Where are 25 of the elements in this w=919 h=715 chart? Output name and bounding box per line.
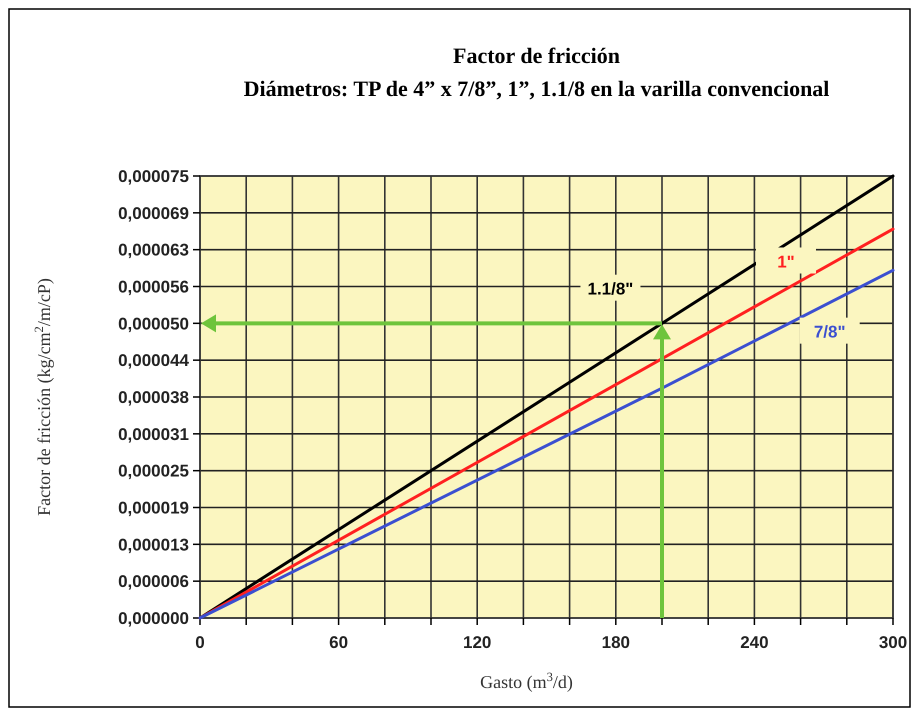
x-tick-label: 240 [740,633,769,652]
y-tick-label: 0,000056 [118,278,189,296]
series-label: 7/8" [814,322,846,342]
x-tick-label: 60 [329,633,348,652]
x-tick-label: 0 [195,633,205,652]
x-axis-title: Gasto (m$^{3}$/d) [480,670,573,692]
y-tick-label: 0,000025 [118,462,189,481]
x-tick-label: 120 [463,633,492,652]
x-tick-label: 180 [602,633,630,652]
y-tick-label: 0,000019 [118,498,189,518]
y-tick-label: 0,000075 [118,167,189,186]
series-label: 1" [777,252,795,272]
chart-subtitle: Diámetros: TP de 4” x 7/8”, 1”, 1.1/8 en la varilla convencional [244,76,830,101]
y-tick-label: 0,000038 [118,388,189,407]
x-tick-label: 300 [878,633,908,652]
y-tick-label: 0,000000 [118,609,189,628]
y-tick-label: 0,000069 [118,204,189,223]
y-tick-label: 0,000031 [118,424,189,444]
y-tick-label: 0,000013 [118,535,189,554]
chart-title: Factor de fricción [453,43,620,68]
y-tick-label: 0,000063 [118,240,189,260]
y-tick-label: 0,000050 [118,314,189,334]
text: 1.1/8" [588,280,634,299]
y-tick-label: 0,000044 [118,351,190,370]
y-tick-label: 0,000006 [118,572,189,592]
